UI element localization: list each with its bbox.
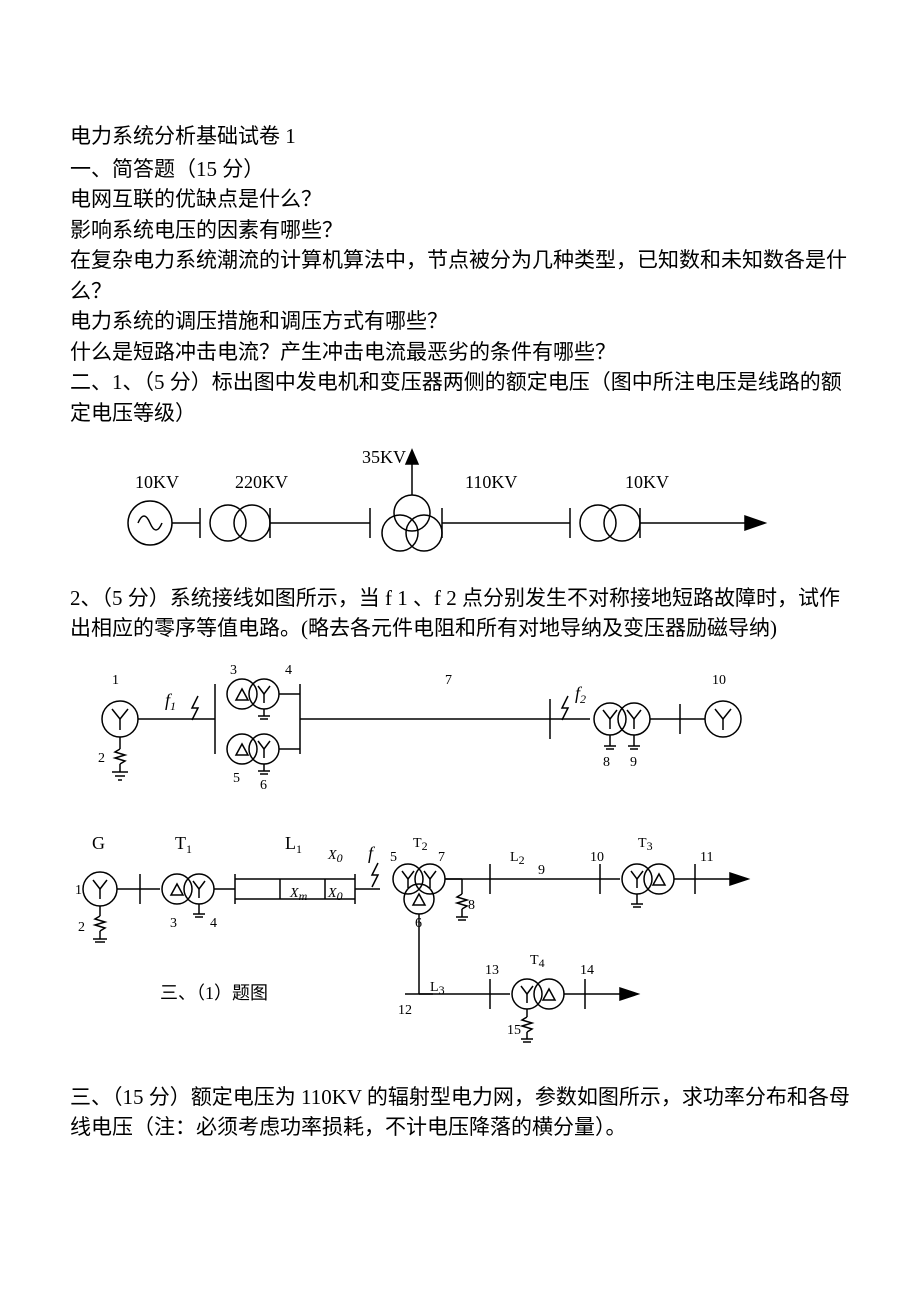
doc-title: 电力系统分析基础试卷 1 — [70, 120, 850, 150]
d3-L3: L3 — [430, 980, 445, 997]
section-1-header: 一、简答题（15 分） — [70, 154, 850, 184]
d3-n14: 14 — [580, 963, 594, 978]
d2-node-6: 6 — [260, 778, 267, 793]
question-4: 电力系统的调压措施和调压方式有哪些？ — [70, 306, 850, 336]
d3-n1: 1 — [75, 883, 82, 898]
page: 电力系统分析基础试卷 1 一、简答题（15 分） 电网互联的优缺点是什么？ 影响… — [0, 0, 920, 1183]
d3-n3: 3 — [170, 916, 177, 931]
label-10kv-left: 10KV — [135, 472, 179, 492]
d2-node-7: 7 — [445, 673, 452, 688]
question-2: 影响系统电压的因素有哪些？ — [70, 215, 850, 245]
d3-G: G — [92, 833, 105, 853]
d3-T1: T1 — [175, 833, 192, 856]
d2-f1: f1 — [165, 690, 176, 713]
d2-f2: f2 — [575, 683, 586, 706]
d2-node-4: 4 — [285, 663, 292, 678]
section-2-q1: 二、1、（5 分）标出图中发电机和变压器两侧的额定电压（图中所注电压是线路的额定… — [70, 367, 850, 428]
section-2-q2: 2、（5 分）系统接线如图所示，当 f 1 、f 2 点分别发生不对称接地短路故… — [70, 583, 850, 644]
d3-X0b: X0 — [327, 886, 343, 903]
label-110kv: 110KV — [465, 472, 517, 492]
label-35kv: 35KV — [362, 447, 406, 467]
d3-n11: 11 — [700, 850, 713, 865]
d3-T3: T3 — [638, 836, 653, 853]
d3-f: f — [368, 843, 376, 863]
d2-node-5: 5 — [233, 771, 240, 786]
d3-L2: L2 — [510, 850, 525, 867]
d2-node-9: 9 — [630, 755, 637, 770]
label-10kv-right: 10KV — [625, 472, 669, 492]
d2-node-2: 2 — [98, 751, 105, 766]
d3-n9: 9 — [538, 863, 545, 878]
diagram-3: 1 2 3 4 5 6 7 8 9 10 11 12 13 14 15 G T1… — [70, 819, 850, 1064]
d3-n8: 8 — [468, 898, 475, 913]
question-3: 在复杂电力系统潮流的计算机算法中，节点被分为几种类型，已知数和未知数各是什么？ — [70, 245, 850, 306]
d3-T2: T2 — [413, 836, 428, 853]
d3-n5: 5 — [390, 850, 397, 865]
question-5: 什么是短路冲击电流？产生冲击电流最恶劣的条件有哪些？ — [70, 337, 850, 367]
diagram-1: 10KV 220KV 35KV 110KV 10KV — [70, 438, 850, 573]
d2-node-3: 3 — [230, 663, 237, 678]
diagram-2: 1 2 3 4 5 6 7 8 9 10 f1 f2 — [70, 654, 850, 809]
d3-n15: 15 — [507, 1023, 521, 1038]
d3-n10: 10 — [590, 850, 604, 865]
d3-T4: T4 — [530, 953, 545, 970]
d2-node-8: 8 — [603, 755, 610, 770]
question-1: 电网互联的优缺点是什么？ — [70, 184, 850, 214]
label-220kv: 220KV — [235, 472, 288, 492]
d3-n7: 7 — [438, 850, 445, 865]
d3-n13: 13 — [485, 963, 499, 978]
d3-L1: L1 — [285, 833, 302, 856]
d3-caption: 三、（1）题图 — [160, 983, 268, 1003]
d3-n2: 2 — [78, 920, 85, 935]
d2-node-10: 10 — [712, 673, 726, 688]
d2-node-1: 1 — [112, 673, 119, 688]
d3-Xm: Xm — [289, 886, 308, 903]
d3-n6: 6 — [415, 916, 422, 931]
d3-X0a: X0 — [327, 848, 343, 865]
section-3: 三、（15 分）额定电压为 110KV 的辐射型电力网，参数如图所示，求功率分布… — [70, 1082, 850, 1143]
d3-n4: 4 — [210, 916, 217, 931]
d3-n12: 12 — [398, 1003, 412, 1018]
